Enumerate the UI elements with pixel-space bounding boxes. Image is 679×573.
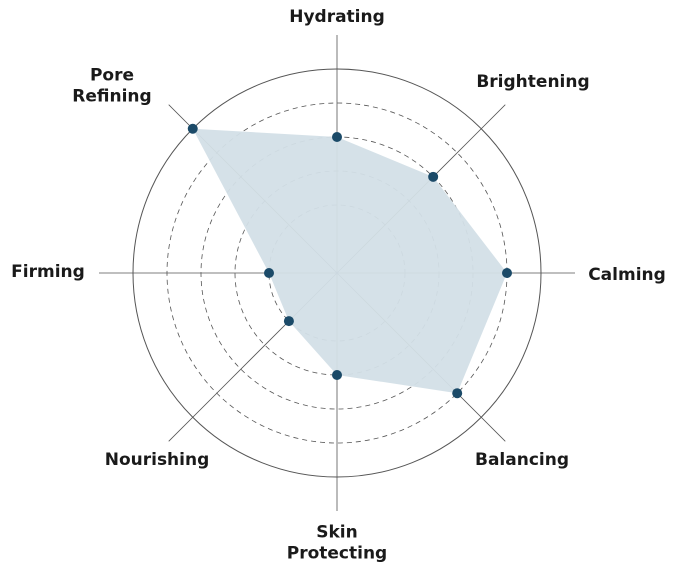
label-line: Pore — [90, 66, 134, 86]
label-line: Refining — [72, 87, 151, 107]
data-point — [264, 268, 274, 278]
data-point — [452, 388, 463, 399]
data-point — [428, 171, 439, 182]
category-label: Firming — [11, 262, 85, 282]
data-point — [332, 132, 342, 142]
label-line: Protecting — [287, 544, 387, 564]
radar-area — [192, 128, 507, 394]
category-label: Pore Refining — [72, 66, 151, 107]
grid-ring — [132, 68, 542, 478]
data-point — [332, 370, 342, 380]
category-label: Calming — [588, 265, 666, 285]
data-point — [283, 316, 294, 327]
category-label: Balancing — [475, 450, 569, 470]
category-label: Hydrating — [289, 7, 385, 27]
category-label: Nourishing — [105, 450, 210, 470]
category-label: Brightening — [476, 72, 589, 92]
data-point — [187, 123, 198, 134]
data-point — [502, 268, 512, 278]
category-label: Skin Protecting — [287, 523, 387, 564]
label-line: Skin — [316, 523, 357, 543]
